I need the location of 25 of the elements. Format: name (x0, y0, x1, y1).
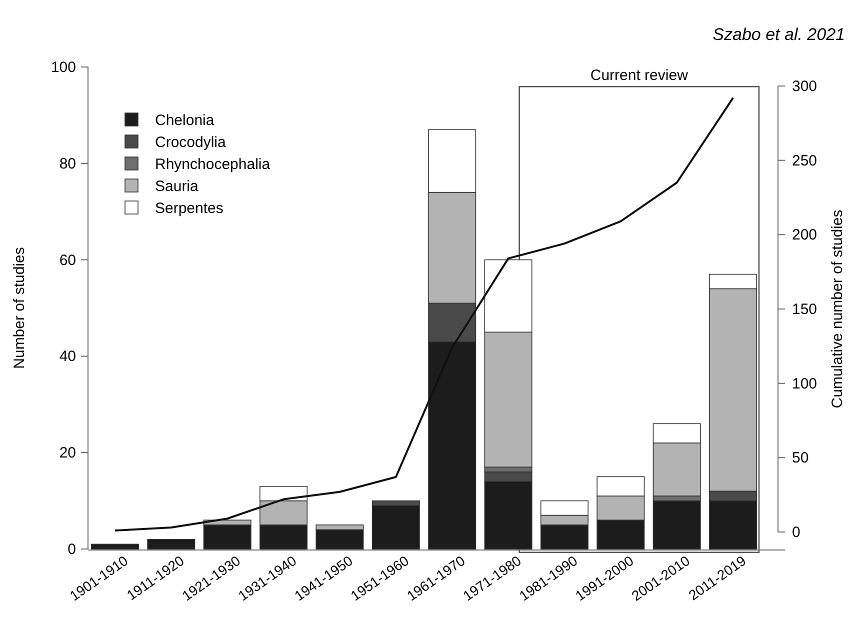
bar (652, 500, 701, 550)
y-tick-label: 0 (68, 541, 76, 558)
legend-label: Rhynchocephalia (155, 156, 271, 173)
legend-label: Sauria (155, 178, 200, 195)
y-tick-label: 20 (59, 444, 76, 462)
y-tick-label: 40 (59, 348, 76, 366)
y2-tick-label: 150 (792, 301, 818, 318)
bar (90, 544, 139, 550)
y2-tick-label: 250 (792, 152, 818, 170)
text: Szabo et al. 2021 (712, 25, 845, 44)
y2-tick-label: 100 (792, 375, 818, 392)
legend-label: Crocodylia (155, 134, 227, 151)
y2-tick-label: 200 (792, 226, 818, 244)
y-tick-label: 80 (59, 155, 76, 172)
y2-tick-label: 0 (792, 524, 800, 541)
y-tick-label: 100 (50, 59, 76, 76)
y2-axis-title: Cumulative number of studies (829, 210, 846, 408)
y-axis-title: Number of studies (11, 247, 28, 369)
legend-label: Serpentes (155, 200, 224, 217)
annotation: Current review (590, 67, 688, 84)
bar (147, 538, 196, 550)
y2-tick-label: 300 (792, 78, 818, 95)
legend-label: Chelonia (155, 112, 215, 129)
y2-tick-label: 50 (792, 450, 809, 467)
y-tick-label: 60 (59, 252, 76, 269)
